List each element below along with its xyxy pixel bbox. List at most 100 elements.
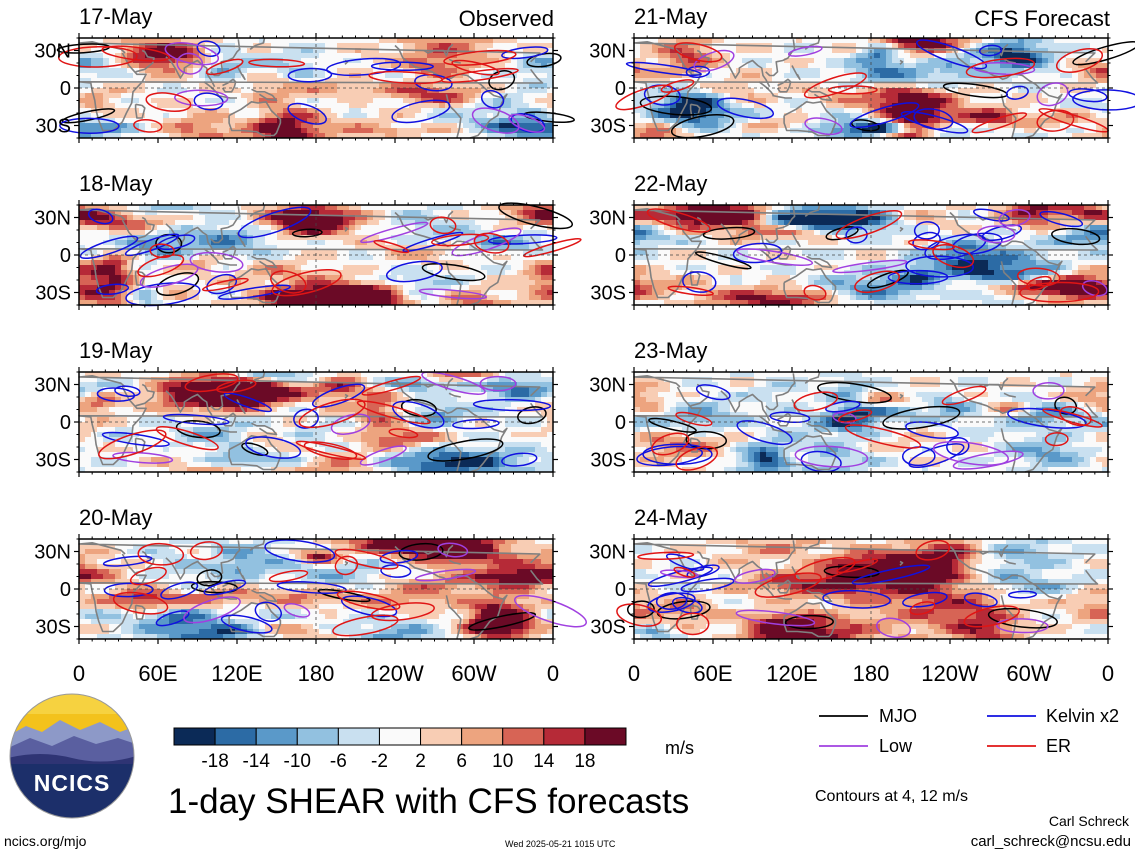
shear-cell xyxy=(199,123,206,129)
shear-cell xyxy=(367,83,374,89)
shear-cell xyxy=(97,225,104,231)
shear-cell xyxy=(187,220,194,226)
shear-cell xyxy=(361,98,368,104)
shear-cell xyxy=(529,270,536,276)
shear-cell xyxy=(343,372,350,378)
shear-cell xyxy=(493,58,500,64)
shear-cell xyxy=(511,417,518,423)
shear-cell xyxy=(145,255,152,261)
shear-cell xyxy=(157,260,164,266)
shear-cell xyxy=(511,290,518,296)
shear-cell xyxy=(319,215,326,221)
shear-cell xyxy=(283,270,290,276)
shear-cell xyxy=(529,133,536,139)
shear-cell xyxy=(325,255,332,261)
shear-cell xyxy=(247,290,254,296)
shear-cell xyxy=(319,48,326,54)
shear-cell xyxy=(481,260,488,266)
shear-cell xyxy=(457,43,464,49)
shear-cell xyxy=(397,295,404,301)
shear-cell xyxy=(493,63,500,69)
shear-cell xyxy=(97,427,104,433)
shear-cell xyxy=(397,43,404,49)
shear-cell xyxy=(85,103,92,109)
shear-cell xyxy=(169,295,176,301)
shear-cell xyxy=(337,285,344,291)
shear-cell xyxy=(475,462,482,468)
shear-cell xyxy=(289,447,296,453)
shear-cell xyxy=(103,407,110,413)
shear-cell xyxy=(133,215,140,221)
shear-cell xyxy=(391,210,398,216)
shear-cell xyxy=(115,275,122,281)
shear-cell xyxy=(139,220,146,226)
shear-cell xyxy=(541,290,548,296)
shear-cell xyxy=(349,103,356,109)
shear-cell xyxy=(85,285,92,291)
shear-cell xyxy=(139,300,146,306)
shear-cell xyxy=(79,98,86,104)
shear-cell xyxy=(193,220,200,226)
shear-cell xyxy=(247,255,254,261)
shear-cell xyxy=(115,118,122,124)
shear-cell xyxy=(157,205,164,211)
shear-cell xyxy=(205,442,212,448)
shear-cell xyxy=(505,38,512,44)
shear-cell xyxy=(307,123,314,129)
shear-cell xyxy=(115,255,122,261)
shear-cell xyxy=(433,275,440,281)
shear-cell xyxy=(319,265,326,271)
shear-cell xyxy=(373,118,380,124)
shear-cell xyxy=(127,240,134,246)
shear-cell xyxy=(307,457,314,463)
shear-cell xyxy=(271,53,278,59)
shear-cell xyxy=(253,240,260,246)
shear-cell xyxy=(235,397,242,403)
shear-cell xyxy=(187,382,194,388)
shear-cell xyxy=(79,88,86,94)
shear-cell xyxy=(283,255,290,261)
shear-cell xyxy=(337,300,344,306)
shear-cell xyxy=(511,58,518,64)
shear-cell xyxy=(415,387,422,393)
shear-cell xyxy=(343,245,350,251)
shear-cell xyxy=(187,83,194,89)
shear-cell xyxy=(355,422,362,428)
shear-cell xyxy=(217,113,224,119)
shear-cell xyxy=(121,210,128,216)
shear-cell xyxy=(157,113,164,119)
shear-cell xyxy=(289,255,296,261)
shear-cell xyxy=(289,235,296,241)
shear-cell xyxy=(355,285,362,291)
shear-cell xyxy=(349,83,356,89)
shear-cell xyxy=(325,280,332,286)
shear-cell xyxy=(163,275,170,281)
shear-cell xyxy=(391,407,398,413)
shear-cell xyxy=(415,260,422,266)
shear-cell xyxy=(79,377,86,383)
shear-cell xyxy=(295,270,302,276)
shear-cell xyxy=(505,210,512,216)
shear-cell xyxy=(367,53,374,59)
shear-cell xyxy=(181,225,188,231)
shear-cell xyxy=(109,265,116,271)
shear-cell xyxy=(169,133,176,139)
shear-cell xyxy=(529,280,536,286)
shear-cell xyxy=(103,457,110,463)
shear-cell xyxy=(223,382,230,388)
shear-cell xyxy=(325,457,332,463)
shear-cell xyxy=(355,442,362,448)
shear-cell xyxy=(199,235,206,241)
shear-cell xyxy=(79,407,86,413)
shear-cell xyxy=(115,58,122,64)
shear-cell xyxy=(283,275,290,281)
shear-cell xyxy=(355,88,362,94)
shear-cell xyxy=(163,397,170,403)
shear-cell xyxy=(265,48,272,54)
shear-cell xyxy=(445,240,452,246)
shear-cell xyxy=(469,123,476,129)
shear-cell xyxy=(157,457,164,463)
shear-cell xyxy=(163,53,170,59)
shear-cell xyxy=(109,73,116,79)
shear-cell xyxy=(97,73,104,79)
